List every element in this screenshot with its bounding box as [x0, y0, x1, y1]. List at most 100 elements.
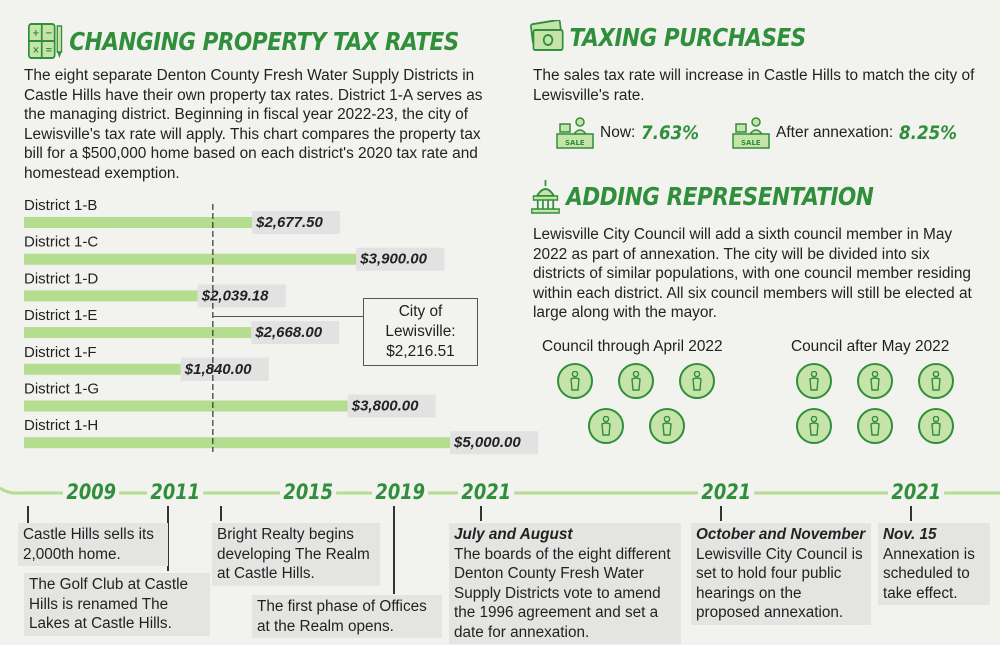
council-member-icon	[679, 363, 715, 399]
timeline-tick	[220, 506, 222, 521]
sales-tax-now: SALE Now: 7.63%	[556, 116, 707, 150]
council-member-icon	[918, 408, 954, 444]
timeline-tick	[27, 506, 29, 530]
property-tax-title: CHANGING PROPERTY TAX RATES	[69, 26, 459, 56]
money-icon	[530, 20, 564, 51]
timeline-line	[0, 486, 1000, 495]
timeline-event-2015: Bright Realty begins developing The Real…	[212, 523, 380, 586]
svg-text:×: ×	[32, 44, 39, 56]
event-heading: October and November	[696, 526, 866, 543]
council-member-icon	[618, 363, 654, 399]
value-label-background	[347, 394, 436, 418]
representation-heading: ADDING REPRESENTATION	[530, 178, 874, 214]
timeline-year: 2021	[888, 480, 945, 504]
timeline-year: 2011	[147, 480, 204, 504]
timeline-event-2021-october: October and November Lewisville City Cou…	[691, 523, 871, 625]
callout-connector	[212, 316, 363, 317]
event-text: Lewisville City Council is set to hold f…	[696, 545, 863, 622]
council-after-label: Council after May 2022	[791, 338, 950, 355]
timeline-tick	[393, 506, 395, 594]
value-label-background	[252, 211, 341, 234]
category-label: District 1-E	[24, 307, 97, 324]
value-label: $5,000.00	[453, 434, 521, 451]
purchases-title: TAXING PURCHASES	[569, 22, 807, 52]
value-label-background	[251, 321, 340, 345]
value-label-background	[197, 284, 286, 308]
timeline-year: 2019	[372, 480, 429, 504]
category-label: District 1-H	[24, 417, 98, 434]
timeline-year: 2015	[280, 480, 337, 504]
calculator-icon: + − × =	[28, 23, 63, 59]
representation-title: ADDING REPRESENTATION	[566, 181, 874, 211]
event-text: Bright Realty begins developing The Real…	[217, 526, 370, 582]
svg-text:−: −	[45, 27, 52, 39]
bar	[24, 400, 348, 412]
category-label: District 1-F	[24, 344, 97, 361]
capitol-icon	[531, 180, 560, 214]
property-tax-bar-chart: District 1-B $2,677.50 District 1-C $3,900.…	[24, 197, 538, 455]
sale-icon-text: SALE	[565, 139, 585, 147]
lewisville-rate-callout: City of Lewisville: $2,216.51	[363, 298, 478, 366]
value-label-background	[356, 247, 445, 271]
council-member-icon	[796, 408, 832, 444]
value-label: $2,668.00	[254, 324, 322, 341]
event-text: Annexation is scheduled to take effect.	[883, 545, 975, 602]
now-rate: 7.63%	[641, 122, 700, 144]
event-text: The boards of the eight different Denton…	[454, 545, 671, 641]
svg-text:=: =	[45, 44, 52, 56]
after-rate: 8.25%	[899, 122, 958, 144]
value-label: $1,840.00	[184, 361, 252, 378]
after-label: After annexation:	[776, 124, 894, 141]
bar	[24, 217, 253, 228]
category-label: District 1-C	[24, 234, 98, 251]
now-label: Now:	[600, 124, 636, 141]
council-member-icon	[857, 408, 893, 444]
event-heading: Nov. 15	[883, 526, 937, 543]
category-label: District 1-B	[24, 197, 97, 214]
timeline-tick	[910, 506, 912, 521]
property-tax-body: The eight separate Denton County Fresh W…	[24, 67, 483, 182]
callout-line-1: City of	[398, 303, 443, 320]
bar	[24, 253, 357, 265]
timeline-event-2021-july: July and August The boards of the eight …	[449, 523, 681, 644]
value-label: $2,677.50	[255, 214, 323, 231]
value-label-background	[450, 431, 538, 455]
council-member-icon	[649, 408, 685, 444]
timeline-year: 2021	[698, 480, 755, 504]
value-label: $3,900.00	[359, 251, 427, 268]
value-label-background	[180, 357, 269, 381]
category-label: District 1-D	[24, 270, 98, 287]
cashier-icon: SALE	[556, 117, 594, 149]
timeline-event-2011: The Golf Club at Castle Hills is renamed…	[24, 573, 210, 636]
timeline-year: 2021	[458, 480, 515, 504]
bar	[24, 363, 181, 375]
council-before-label: Council through April 2022	[542, 338, 723, 355]
callout-value: $2,216.51	[386, 343, 455, 360]
representation-body: Lewisville City Council will add a sixth…	[533, 226, 972, 322]
cashier-icon: SALE	[732, 117, 770, 149]
council-member-icon	[796, 363, 832, 399]
event-text: The first phase of Offices at the Realm …	[257, 598, 427, 635]
purchases-body: The sales tax rate will increase in Cast…	[533, 67, 975, 104]
council-member-icon	[557, 363, 593, 399]
event-text: The Golf Club at Castle Hills is renamed…	[29, 576, 188, 632]
timeline-event-2019: The first phase of Offices at the Realm …	[252, 595, 442, 638]
timeline-event-2021-nov: Nov. 15 Annexation is scheduled to take …	[878, 523, 990, 605]
timeline-tick	[480, 506, 482, 521]
event-heading: July and August	[454, 526, 573, 543]
council-member-icon	[588, 408, 624, 444]
value-label: $2,039.18	[201, 287, 269, 304]
event-text: Castle Hills sells its 2,000th home.	[23, 526, 154, 563]
timeline-tick	[720, 506, 722, 521]
property-tax-heading: + − × = CHANGING PROPERTY TAX RATES	[28, 22, 459, 60]
bar	[24, 290, 198, 302]
timeline-year: 2009	[63, 480, 120, 504]
bar	[24, 437, 450, 449]
purchases-heading: TAXING PURCHASES	[530, 20, 806, 54]
sales-tax-after: SALE After annexation: 8.25%	[732, 116, 965, 150]
council-member-icon	[918, 363, 954, 399]
category-label: District 1-G	[24, 381, 99, 398]
timeline-event-2009: Castle Hills sells its 2,000th home.	[18, 523, 168, 566]
callout-line-2: Lewisville:	[385, 323, 456, 340]
bar	[24, 327, 252, 339]
